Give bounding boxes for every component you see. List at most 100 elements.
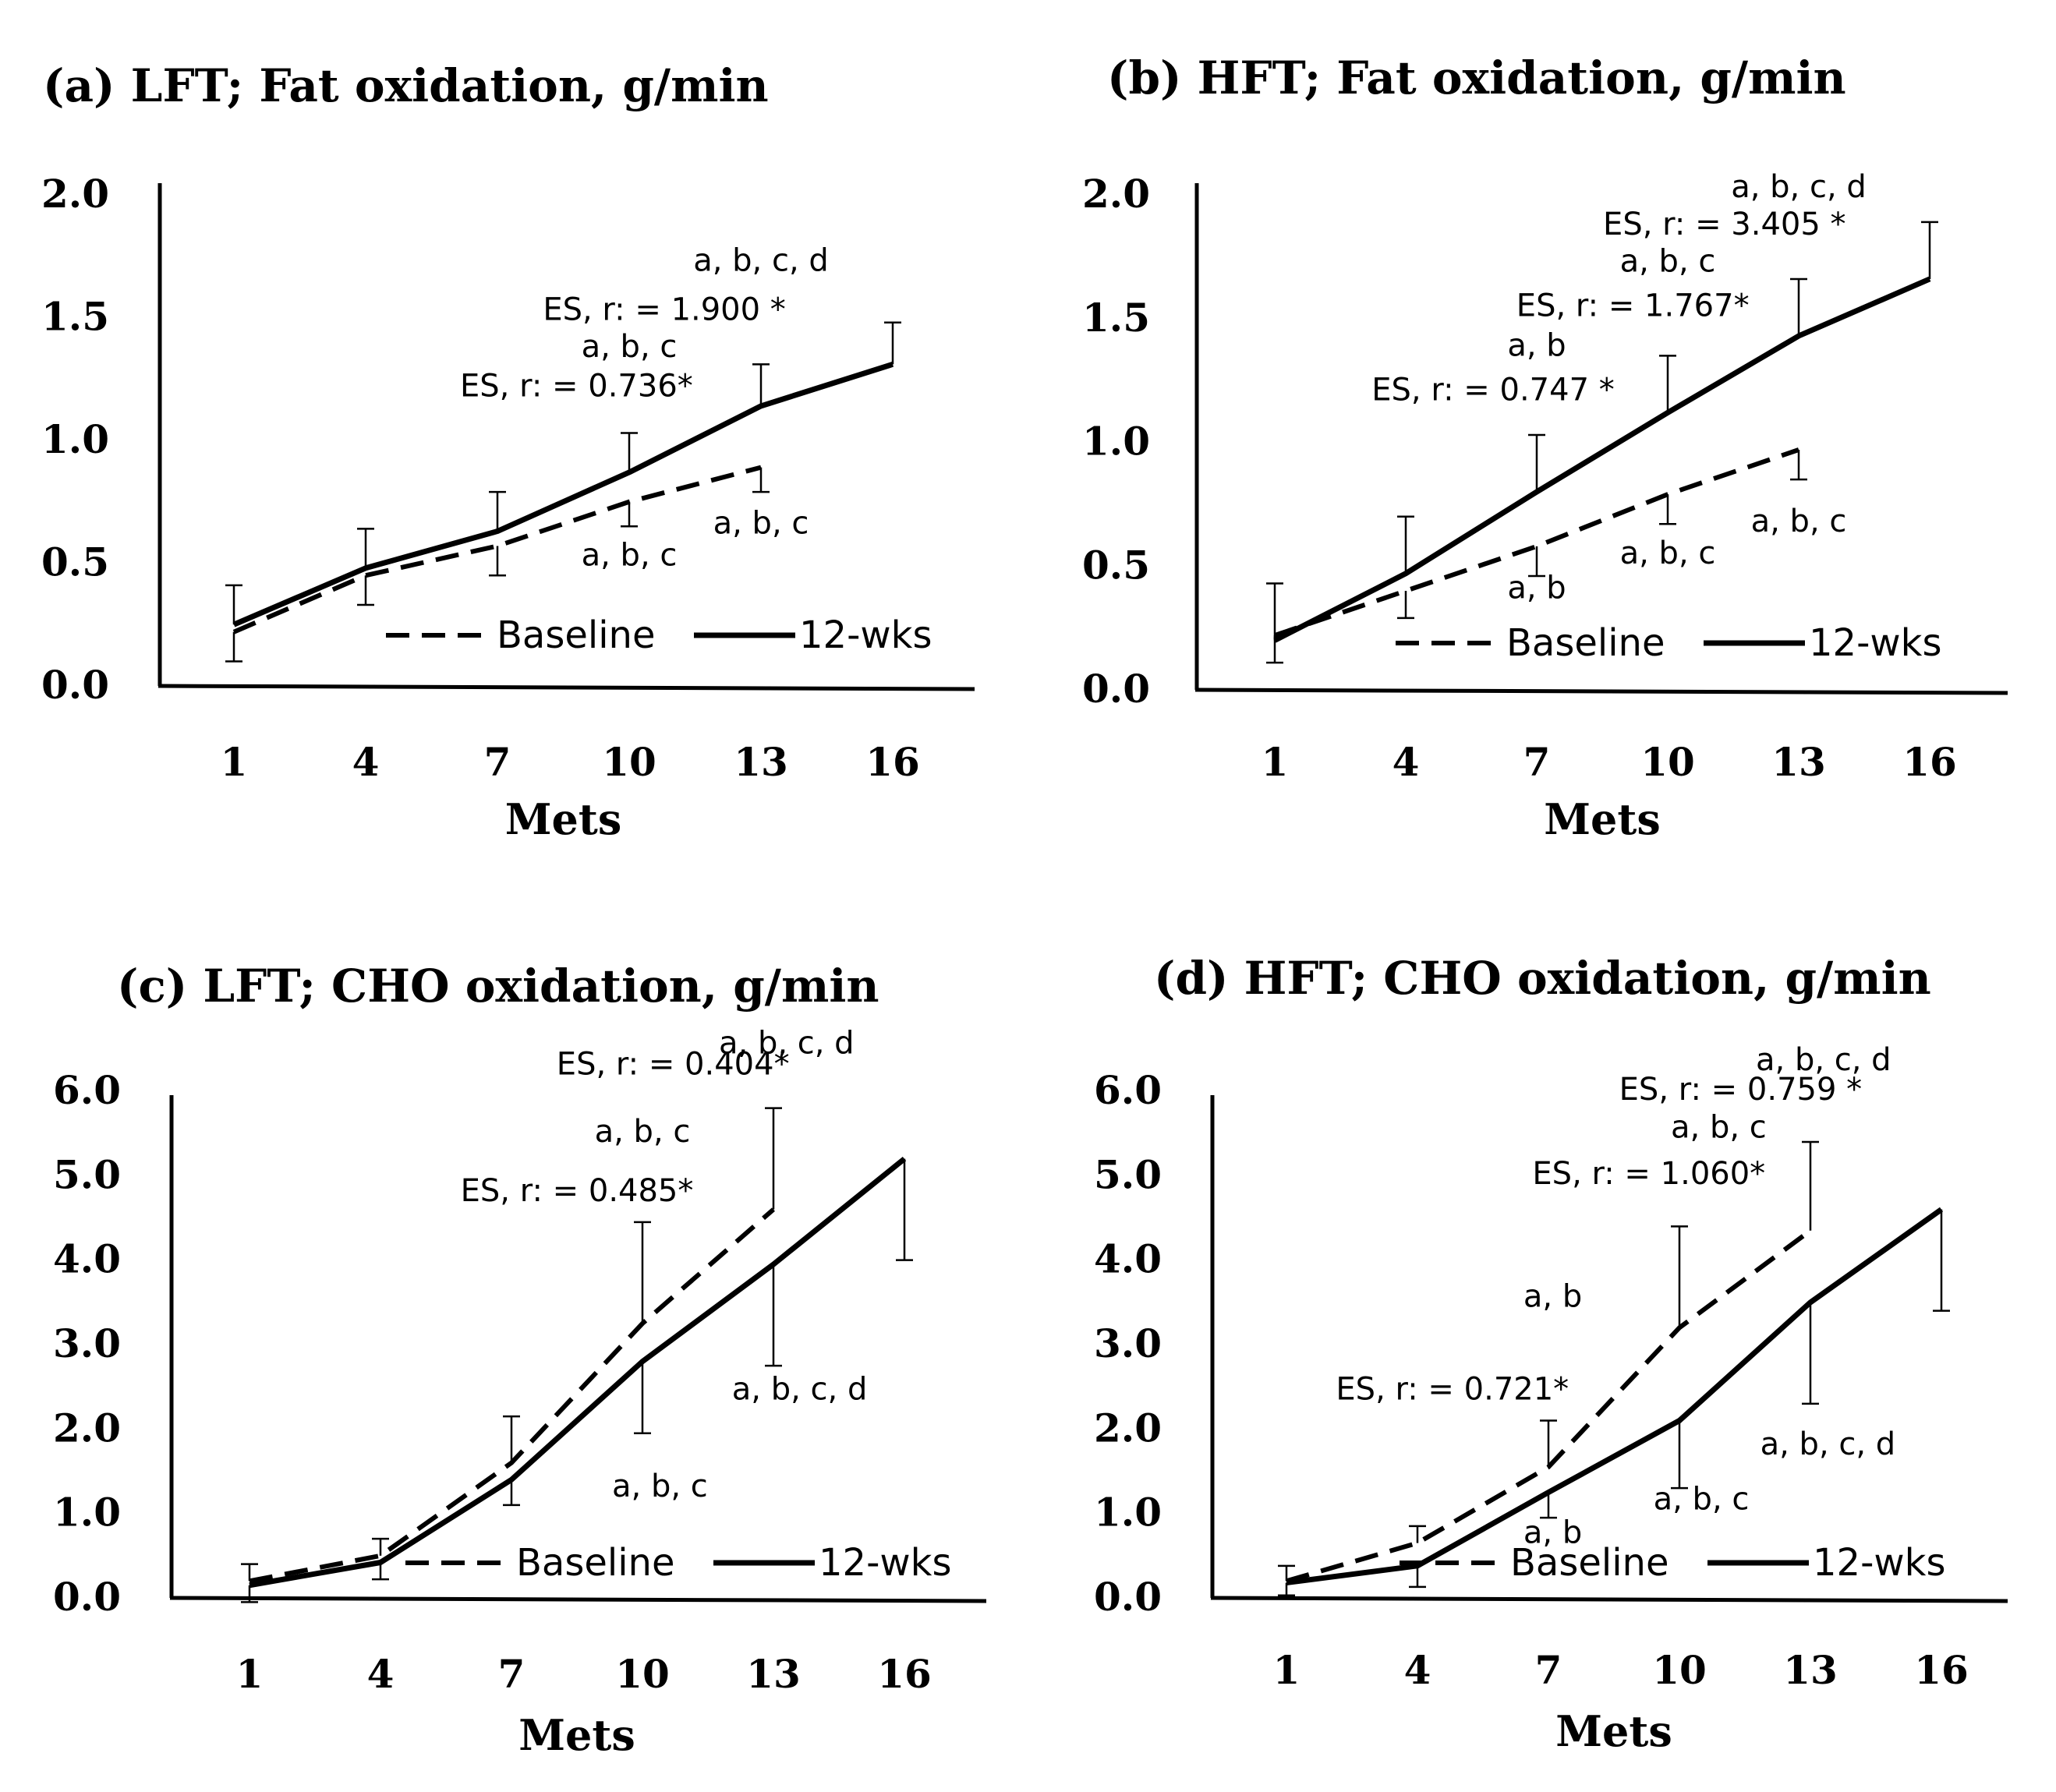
y-tick-label: 0.0 (53, 1574, 121, 1620)
y-tick-label: 4.0 (53, 1236, 121, 1282)
error-bar-12-wks (1540, 1492, 1557, 1519)
y-tick-label: 1.0 (1094, 1490, 1162, 1536)
x-tick-label: 4 (1392, 739, 1420, 785)
series-line-12-wks (1286, 1207, 1944, 1585)
legend-label-12-wks: 12-wks (819, 1541, 951, 1585)
error-bar-baseline (372, 1537, 389, 1556)
y-tick-label: 1.0 (1082, 419, 1150, 465)
annotation-label: a, b, c, d (1756, 1042, 1891, 1078)
error-bar-12-wks (1790, 277, 1807, 336)
error-bar-12-wks (896, 1158, 913, 1261)
y-tick-label: 0.0 (1094, 1574, 1162, 1620)
error-bar-baseline (752, 467, 770, 493)
x-tick-label: 1 (236, 1651, 264, 1697)
x-tick-label: 10 (615, 1651, 670, 1697)
x-tick-label: 13 (734, 739, 788, 785)
annotation-label: ES, r: = 3.405 * (1603, 207, 1845, 242)
annotation-label: a, b, c (1654, 1481, 1750, 1517)
error-bar-baseline (357, 575, 374, 606)
annotation-label: a, b, c (1620, 243, 1716, 279)
error-bar-baseline (1540, 1419, 1557, 1468)
legend-label-baseline: Baseline (1506, 621, 1665, 665)
y-tick-label: 3.0 (1094, 1320, 1162, 1366)
error-bar-12-wks (1659, 355, 1676, 413)
legend-label-baseline: Baseline (1510, 1541, 1669, 1585)
error-bar-12-wks (765, 1264, 782, 1367)
x-tick-label: 4 (367, 1651, 395, 1697)
error-bar-12-wks (1266, 582, 1283, 641)
annotation-label: ES, r: = 0.485* (461, 1173, 694, 1209)
annotation-label: a, b, c, d (732, 1371, 868, 1407)
annotation-label: a, b, c (582, 329, 678, 365)
x-axis-line (1194, 687, 2008, 695)
legend: Baseline 12-wks (1400, 1541, 1945, 1585)
error-bar-12-wks (357, 528, 374, 568)
error-bar-baseline (1790, 450, 1807, 481)
y-tick-label: 1.0 (41, 416, 109, 462)
error-bar-12-wks (1278, 1582, 1295, 1596)
error-bar-12-wks (489, 490, 506, 532)
x-tick-label: 16 (1902, 739, 1957, 785)
error-bar-baseline (225, 631, 242, 663)
annotation-label: a, b, c, d (693, 243, 829, 279)
legend-label-12-wks: 12-wks (799, 613, 932, 657)
error-bar-12-wks (372, 1562, 389, 1581)
error-bar-12-wks (884, 321, 901, 365)
annotation-label: ES, r: = 0.747 * (1371, 373, 1614, 408)
series-line-12-wks (1273, 276, 1931, 643)
error-bar-baseline (489, 546, 506, 577)
error-bar-12-wks (225, 584, 242, 625)
series-line-baseline (1274, 447, 1799, 638)
x-axis-line (157, 684, 975, 691)
series-line-12-wks (249, 1156, 907, 1589)
x-axis-line (1210, 1596, 2008, 1603)
error-bar-baseline (1802, 1140, 1819, 1231)
legend: Baseline 12-wks (1396, 621, 1941, 665)
error-bar-12-wks (1409, 1565, 1426, 1589)
chart-panel-2: (c) LFT; CHO oxidation, g/min 0.0 1.0 2.0 3.… (53, 960, 987, 1760)
y-tick-label: 0.5 (41, 539, 109, 585)
x-tick-label: 1 (1262, 739, 1289, 785)
x-tick-label: 1 (1273, 1647, 1300, 1693)
annotation-label: ES, r: = 0.759 * (1619, 1072, 1862, 1108)
annotation-label: a, b (1507, 571, 1566, 606)
y-tick-label: 0.5 (1082, 542, 1150, 588)
annotation-label: a, b, c, d (1731, 169, 1867, 205)
annotation-label: ES, r: = 1.767* (1516, 288, 1750, 324)
x-tick-label: 16 (865, 739, 920, 785)
error-bar-baseline (621, 501, 638, 528)
y-tick-label: 1.0 (53, 1490, 121, 1536)
error-bar-12-wks (621, 432, 638, 472)
error-bar-baseline (1528, 546, 1545, 578)
x-tick-label: 7 (1523, 739, 1551, 785)
y-tick-label: 0.0 (41, 662, 109, 708)
y-tick-label: 1.5 (1082, 295, 1150, 341)
annotation-label: a, b, c (582, 538, 678, 574)
chart-panel-3: (d) HFT; CHO oxidation, g/min 0.0 1.0 2.0 3.… (1094, 952, 2008, 1756)
chart-panel-1: (b) HFT; Fat oxidation, g/min 0.0 0.5 1.0 1.… (1082, 51, 2008, 844)
x-axis-label: Mets (1555, 1706, 1672, 1756)
y-tick-label: 2.0 (1094, 1405, 1162, 1451)
annotation-label: a, b (1507, 327, 1566, 363)
error-bar-baseline (1659, 494, 1676, 525)
x-tick-label: 7 (498, 1651, 526, 1697)
x-axis-label: Mets (505, 794, 621, 844)
error-bar-baseline (634, 1221, 651, 1324)
error-bar-12-wks (1671, 1420, 1688, 1490)
error-bar-baseline (241, 1563, 258, 1582)
x-tick-label: 16 (877, 1651, 932, 1697)
annotation-label: a, b, c (1751, 504, 1847, 539)
annotation-label: a, b, c (612, 1469, 708, 1504)
x-tick-label: 10 (1652, 1647, 1707, 1693)
error-bar-baseline (1671, 1225, 1688, 1328)
y-tick-label: 2.0 (1082, 171, 1150, 217)
series-line-12-wks (232, 362, 894, 627)
annotation-label: a, b, c (1671, 1110, 1767, 1146)
x-tick-label: 7 (1535, 1647, 1562, 1693)
annotation-label: a, b (1523, 1278, 1582, 1314)
error-bar-baseline (765, 1107, 782, 1210)
annotation-label: a, b, c (713, 506, 809, 542)
legend-label-12-wks: 12-wks (1813, 1541, 1945, 1585)
y-tick-label: 6.0 (1094, 1067, 1162, 1113)
